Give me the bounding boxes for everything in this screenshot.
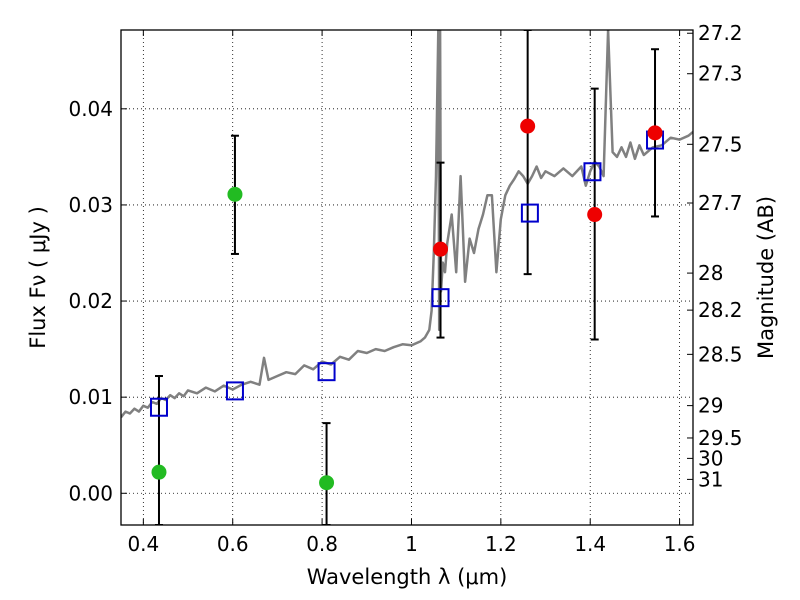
model-photometry-square bbox=[520, 203, 539, 223]
mag-tick-label: 29 bbox=[698, 394, 723, 418]
observed-flux-point bbox=[227, 186, 243, 202]
x-tick-label: 1.4 bbox=[574, 532, 606, 556]
model-photometry-square bbox=[431, 288, 450, 308]
x-tick-label: 1 bbox=[405, 532, 418, 556]
plot-frame bbox=[120, 29, 694, 526]
y-tick-label: 0.03 bbox=[68, 193, 113, 217]
observed-flux-point bbox=[587, 207, 603, 223]
y-tick-label: 0.04 bbox=[68, 97, 113, 121]
ticks bbox=[121, 30, 693, 525]
mag-tick-label: 28.2 bbox=[698, 298, 743, 322]
grid bbox=[121, 30, 693, 525]
y-tick-label: 0.01 bbox=[68, 385, 113, 409]
observed-flux-point bbox=[647, 125, 663, 141]
model-photometry-square bbox=[583, 162, 602, 182]
x-tick-label: 0.8 bbox=[306, 532, 338, 556]
model-photometry-square bbox=[317, 362, 336, 382]
x-axis-label: Wavelength λ (μm) bbox=[307, 565, 508, 589]
x-tick-label: 1.2 bbox=[485, 532, 517, 556]
y-axis-label: Flux Fν ( μJy ) bbox=[26, 206, 50, 349]
observed-flux-point bbox=[151, 464, 167, 480]
mag-tick-label: 27.7 bbox=[698, 191, 743, 215]
observed-flux-point bbox=[433, 241, 449, 257]
observed-flux-point bbox=[319, 475, 335, 491]
mag-tick-label: 29.5 bbox=[698, 426, 743, 450]
mag-tick-label: 28 bbox=[698, 261, 723, 285]
y-tick-label: 0.00 bbox=[68, 481, 113, 505]
mag-tick-label: 28.5 bbox=[698, 342, 743, 366]
x-tick-label: 0.6 bbox=[217, 532, 249, 556]
y-tick-label: 0.02 bbox=[68, 289, 113, 313]
mag-tick-label: 31 bbox=[698, 467, 723, 491]
x-tick-label: 0.4 bbox=[127, 532, 159, 556]
y-axis-label-right: Magnitude (AB) bbox=[754, 196, 778, 359]
labels: 0.4 0.6 0.8 1 1.2 1.4 1.6 0.00 0.01 0.02 0.03 0.04 2… bbox=[26, 21, 778, 589]
observed-flux-point bbox=[520, 118, 536, 134]
mag-tick-label: 27.3 bbox=[698, 62, 743, 86]
x-tick-label: 1.6 bbox=[664, 532, 696, 556]
model-photometry-square bbox=[225, 381, 244, 401]
plot-data bbox=[121, 30, 693, 525]
mag-tick-label: 27.2 bbox=[698, 21, 743, 45]
model-photometry-square bbox=[149, 397, 168, 417]
mag-tick-label: 30 bbox=[698, 446, 723, 470]
mag-tick-label: 27.5 bbox=[698, 132, 743, 156]
